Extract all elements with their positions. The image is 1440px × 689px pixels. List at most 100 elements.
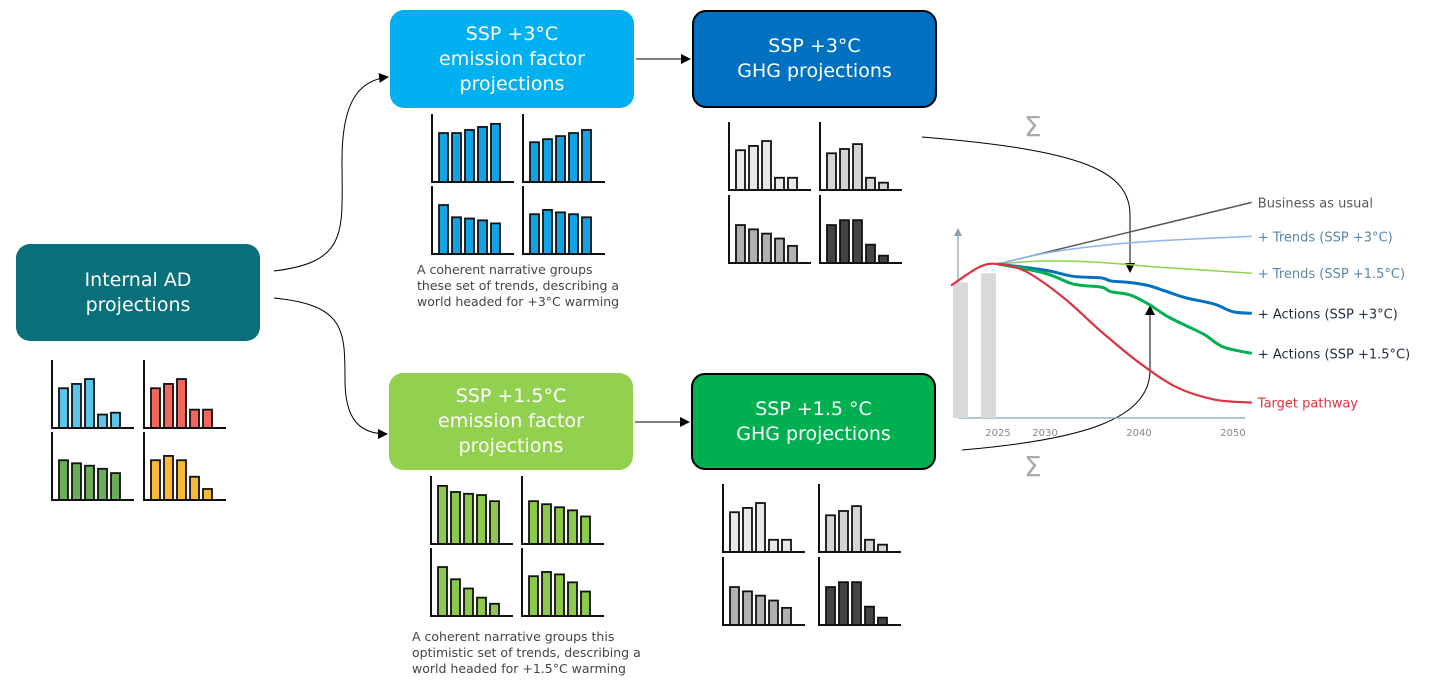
mini-bar xyxy=(781,538,792,553)
mini-axes xyxy=(143,432,226,501)
mini-bar xyxy=(110,411,121,429)
mini-bar xyxy=(450,578,461,617)
internal-ad-projections-box[interactable]: Internal AD projections xyxy=(16,244,260,341)
mini-axes xyxy=(522,114,605,183)
mini-bar xyxy=(97,467,108,501)
mini-bar xyxy=(851,505,862,553)
emissions-pathway-chart: 2025 2030 2040 2050 Business as usual + Trend… xyxy=(950,196,1410,439)
mini-bar xyxy=(851,581,862,626)
mini-bar xyxy=(735,224,746,264)
series-label-5: + Actions (SSP +1.5°C) xyxy=(1258,347,1410,362)
mini-bar xyxy=(150,387,161,429)
x-tick-label: 2025 xyxy=(985,428,1010,439)
mini-bar xyxy=(865,176,876,191)
historic-bar xyxy=(952,282,968,418)
mini-bar-chart-ef15-1 xyxy=(430,476,513,545)
mini-bar-chart-ad-4 xyxy=(143,432,226,501)
mini-bar xyxy=(852,143,863,191)
mini-bar xyxy=(748,145,759,191)
mini-bar xyxy=(163,455,174,501)
mini-bar xyxy=(58,459,69,501)
mini-bar xyxy=(864,605,875,626)
mini-bar xyxy=(150,459,161,501)
mini-bar xyxy=(451,216,462,255)
sum-symbol-bottom: Σ xyxy=(1024,450,1042,483)
mini-axes xyxy=(431,186,514,255)
mini-bar-chart-ghg15-4 xyxy=(818,557,901,626)
mini-axes xyxy=(722,484,805,553)
mini-bar xyxy=(541,571,552,617)
mini-bar xyxy=(852,219,863,264)
mini-bar-chart-ef3-3 xyxy=(431,186,514,255)
mini-bar xyxy=(825,514,836,553)
mini-bar xyxy=(490,122,501,183)
mini-axes xyxy=(819,195,902,264)
mini-bar xyxy=(781,606,792,626)
mini-bar xyxy=(476,494,487,545)
mini-bar xyxy=(450,491,461,545)
mini-bar xyxy=(541,503,552,545)
mini-bar xyxy=(97,413,108,429)
series-line-5 xyxy=(997,262,1253,355)
mini-bar xyxy=(529,213,540,255)
mini-bar-chart-ghg3-4 xyxy=(819,195,902,264)
mini-bar xyxy=(437,484,448,545)
ssp15-ghg-projections-box[interactable]: SSP +1.5 °C GHG projections xyxy=(691,373,936,470)
series-label-2: + Trends (SSP +3°C) xyxy=(1258,230,1393,245)
mini-bar xyxy=(464,217,475,255)
mini-charts xyxy=(51,114,902,626)
historic-bar xyxy=(981,273,997,418)
ssp15-emission-factor-box[interactable]: SSP +1.5°C emission factor projections xyxy=(389,373,633,470)
ssp3-ghg-projections-box[interactable]: SSP +3°C GHG projections xyxy=(692,10,937,108)
mini-bar xyxy=(477,126,488,183)
mini-bar xyxy=(555,211,566,255)
mini-bar xyxy=(839,219,850,264)
ssp3-emission-factor-box[interactable]: SSP +3°C emission factor projections xyxy=(390,10,634,108)
mini-bar xyxy=(768,599,779,626)
mini-axes xyxy=(51,360,134,429)
mini-bar xyxy=(163,383,174,429)
mini-bar xyxy=(839,148,850,191)
mini-bar-chart-ef15-3 xyxy=(430,548,513,617)
mini-bar xyxy=(554,506,565,545)
mini-axes xyxy=(728,195,811,264)
mini-bar xyxy=(877,616,888,626)
mini-bar xyxy=(787,176,798,191)
mini-axes xyxy=(728,122,811,191)
mini-bar xyxy=(865,243,876,264)
mini-bar xyxy=(755,502,766,553)
mini-bar xyxy=(878,181,889,191)
mini-bar-chart-ef15-4 xyxy=(521,548,604,617)
mini-bar xyxy=(189,408,200,429)
mini-axes xyxy=(431,114,514,183)
mini-axes xyxy=(430,476,513,545)
mini-bar xyxy=(176,459,187,501)
mini-bar xyxy=(729,511,740,553)
mini-bar xyxy=(202,488,213,501)
mini-bar xyxy=(877,543,888,553)
series-label-1: Business as usual xyxy=(1258,196,1373,211)
x-tick-label: 2030 xyxy=(1032,428,1057,439)
x-tick-label: 2050 xyxy=(1220,428,1245,439)
mini-bar xyxy=(490,222,501,255)
mini-bar xyxy=(528,575,539,617)
series-line-3 xyxy=(997,260,1252,274)
mini-bar xyxy=(825,586,836,626)
series-line-4 xyxy=(997,262,1252,315)
mini-bar xyxy=(477,219,488,255)
mini-bar xyxy=(463,587,474,617)
mini-bar xyxy=(568,132,579,183)
mini-bar xyxy=(787,244,798,264)
mini-axes xyxy=(818,557,901,626)
x-tick-label: 2040 xyxy=(1126,428,1151,439)
mini-bar xyxy=(84,378,95,429)
mini-bar xyxy=(438,204,449,255)
mini-bar-chart-ghg15-1 xyxy=(722,484,805,553)
mini-bar-chart-ef3-2 xyxy=(522,114,605,183)
mini-bar xyxy=(476,596,487,617)
mini-bar xyxy=(761,140,772,191)
mini-axes xyxy=(143,360,226,429)
mini-bar xyxy=(761,232,772,264)
mini-axes xyxy=(819,122,902,191)
mini-bar xyxy=(729,586,740,626)
